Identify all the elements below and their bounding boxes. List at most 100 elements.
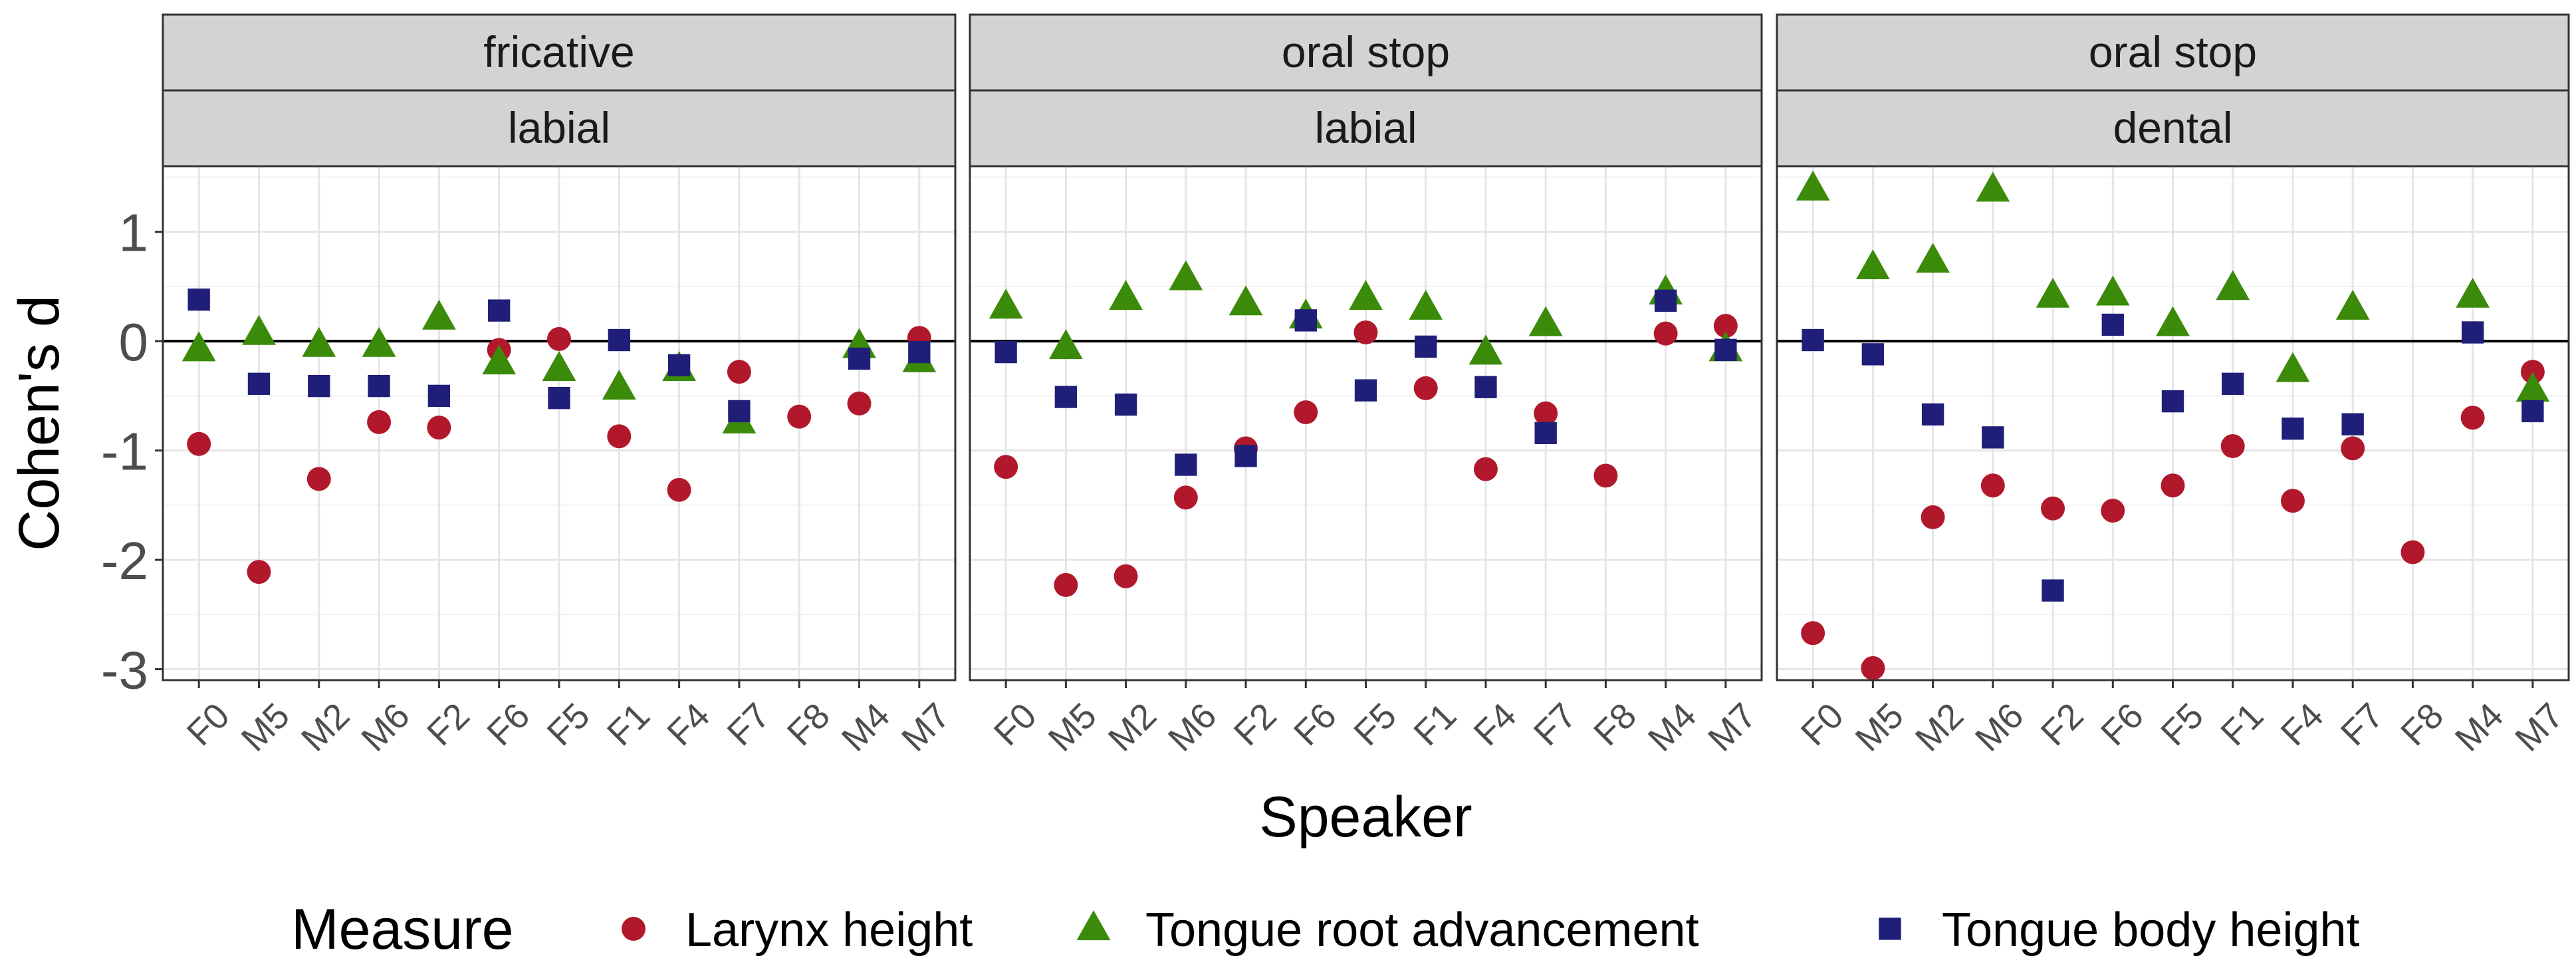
data-point-square-F5 (2161, 390, 2184, 413)
data-point-triangle-F1 (602, 370, 636, 400)
data-point-circle-F8 (787, 404, 812, 429)
legend-label: Tongue root advancement (1145, 904, 1699, 957)
data-point-triangle-F2 (2036, 277, 2070, 308)
legend: Measure Larynx height Tongue root advancem… (291, 898, 2360, 961)
data-point-square-F0 (187, 288, 210, 311)
data-point-triangle-F1 (2216, 270, 2250, 301)
data-point-circle-M6 (1980, 473, 2005, 498)
legend-label: Tongue body height (1942, 904, 2360, 957)
data-point-square-F2 (427, 384, 451, 408)
x-tick-label: F6 (479, 695, 537, 753)
x-tick-label: F6 (2093, 695, 2151, 753)
x-tick-label: M7 (2508, 695, 2571, 759)
data-point-triangle-F7 (1528, 306, 1563, 336)
data-point-circle-M2 (306, 467, 331, 491)
x-tick-label: F4 (2274, 695, 2331, 753)
x-tick-label: F0 (179, 695, 237, 753)
x-tick-label: F8 (1586, 695, 1644, 753)
data-point-triangle-M5 (1048, 329, 1083, 360)
data-point-circle-F1 (1413, 376, 1438, 400)
data-point-square-M4 (848, 347, 871, 370)
data-point-circle-M4 (847, 391, 872, 416)
data-point-circle-M7 (2520, 360, 2545, 384)
y-axis-title: Cohen's d (7, 295, 71, 551)
data-point-circle-F6 (2101, 499, 2125, 523)
data-point-circle-F2 (2041, 496, 2065, 521)
data-point-square-F4 (1474, 376, 1497, 398)
x-tick-label: M7 (894, 695, 957, 759)
data-point-square-F0 (1802, 328, 1824, 352)
data-point-triangle-F0 (989, 289, 1023, 319)
x-tick-label: M6 (354, 695, 417, 759)
data-point-square-M6 (1175, 453, 1197, 476)
data-point-square-F2 (1234, 445, 1257, 467)
x-tick-label: F2 (419, 695, 477, 753)
data-point-square-M5 (1054, 386, 1078, 408)
data-point-triangle-M7 (2516, 372, 2550, 402)
data-point-circle-M4 (1653, 321, 1678, 346)
data-point-square-M4 (2461, 321, 2484, 344)
data-point-triangle-F2 (422, 299, 456, 330)
facet-strip-top-3 (1776, 13, 2570, 92)
x-tick-label: M2 (294, 695, 357, 759)
data-point-triangle-F0 (1796, 170, 1830, 201)
data-point-square-F5 (1354, 379, 1377, 402)
x-tick-label: F2 (2034, 695, 2091, 753)
x-tick-label: F2 (1227, 695, 1284, 753)
data-point-triangle-M5 (1855, 249, 1890, 280)
data-point-triangle-M6 (1169, 260, 1203, 291)
data-point-triangle-F5 (2156, 306, 2190, 336)
data-point-square-F6 (1294, 309, 1317, 332)
data-point-circle-F5 (2161, 473, 2185, 498)
x-tick-label: F7 (1526, 695, 1584, 753)
x-tick-label: F5 (2153, 695, 2211, 753)
data-point-triangle-F1 (1409, 289, 1443, 320)
x-tick-label: F4 (659, 695, 717, 753)
data-point-circle-M6 (1173, 485, 1198, 510)
data-point-square-F7 (2341, 413, 2364, 435)
facet-strip-bottom-1 (162, 89, 957, 168)
data-point-circle-F8 (2400, 540, 2425, 564)
facet-strip-top-2 (969, 13, 1763, 92)
x-tick-label: M5 (1041, 695, 1104, 759)
data-point-circle-F8 (1593, 463, 1618, 488)
data-point-square-F2 (2042, 579, 2064, 602)
data-point-square-M4 (1654, 289, 1677, 312)
data-point-square-F4 (667, 354, 691, 377)
data-point-triangle-M5 (242, 314, 276, 345)
data-point-square-F6 (488, 299, 511, 322)
data-point-square-F4 (2282, 418, 2304, 440)
data-point-circle-F0 (1801, 621, 1825, 646)
data-point-triangle-F7 (2335, 289, 2370, 320)
data-point-circle-F4 (2280, 489, 2305, 513)
facet-strip-top-label: oral stop (2089, 27, 2257, 76)
data-point-circle-M2 (1921, 505, 1945, 529)
y-tick-label: -2 (101, 531, 148, 590)
legend-label: Larynx height (685, 904, 973, 957)
data-point-circle-F7 (2341, 436, 2365, 461)
data-point-triangle-F6 (482, 344, 517, 375)
facet-strip-bottom-label: dental (2113, 103, 2233, 152)
data-point-circle-F4 (667, 477, 691, 502)
data-point-square-M2 (1921, 403, 1944, 426)
facet-strip-top-label: fricative (483, 27, 634, 76)
data-point-square-M6 (1982, 426, 2004, 449)
y-tick-label: -1 (101, 422, 148, 481)
data-point-triangle-M2 (1916, 243, 1950, 273)
x-tick-label: F0 (987, 695, 1044, 753)
legend-marker-circle (622, 917, 645, 941)
data-point-triangle-F5 (542, 351, 576, 381)
data-point-circle-M5 (1861, 656, 1885, 680)
data-point-circle-M4 (2460, 406, 2485, 430)
data-point-circle-F5 (547, 326, 571, 351)
x-tick-label: F1 (600, 695, 657, 753)
legend-title: Measure (291, 898, 514, 961)
x-tick-label: M6 (1161, 695, 1224, 759)
data-point-triangle-M6 (362, 326, 396, 357)
facet-strip-bottom-2 (969, 89, 1763, 168)
data-point-circle-M6 (367, 410, 392, 434)
legend-marker-square (1879, 917, 1901, 940)
data-point-square-F1 (2222, 372, 2244, 395)
